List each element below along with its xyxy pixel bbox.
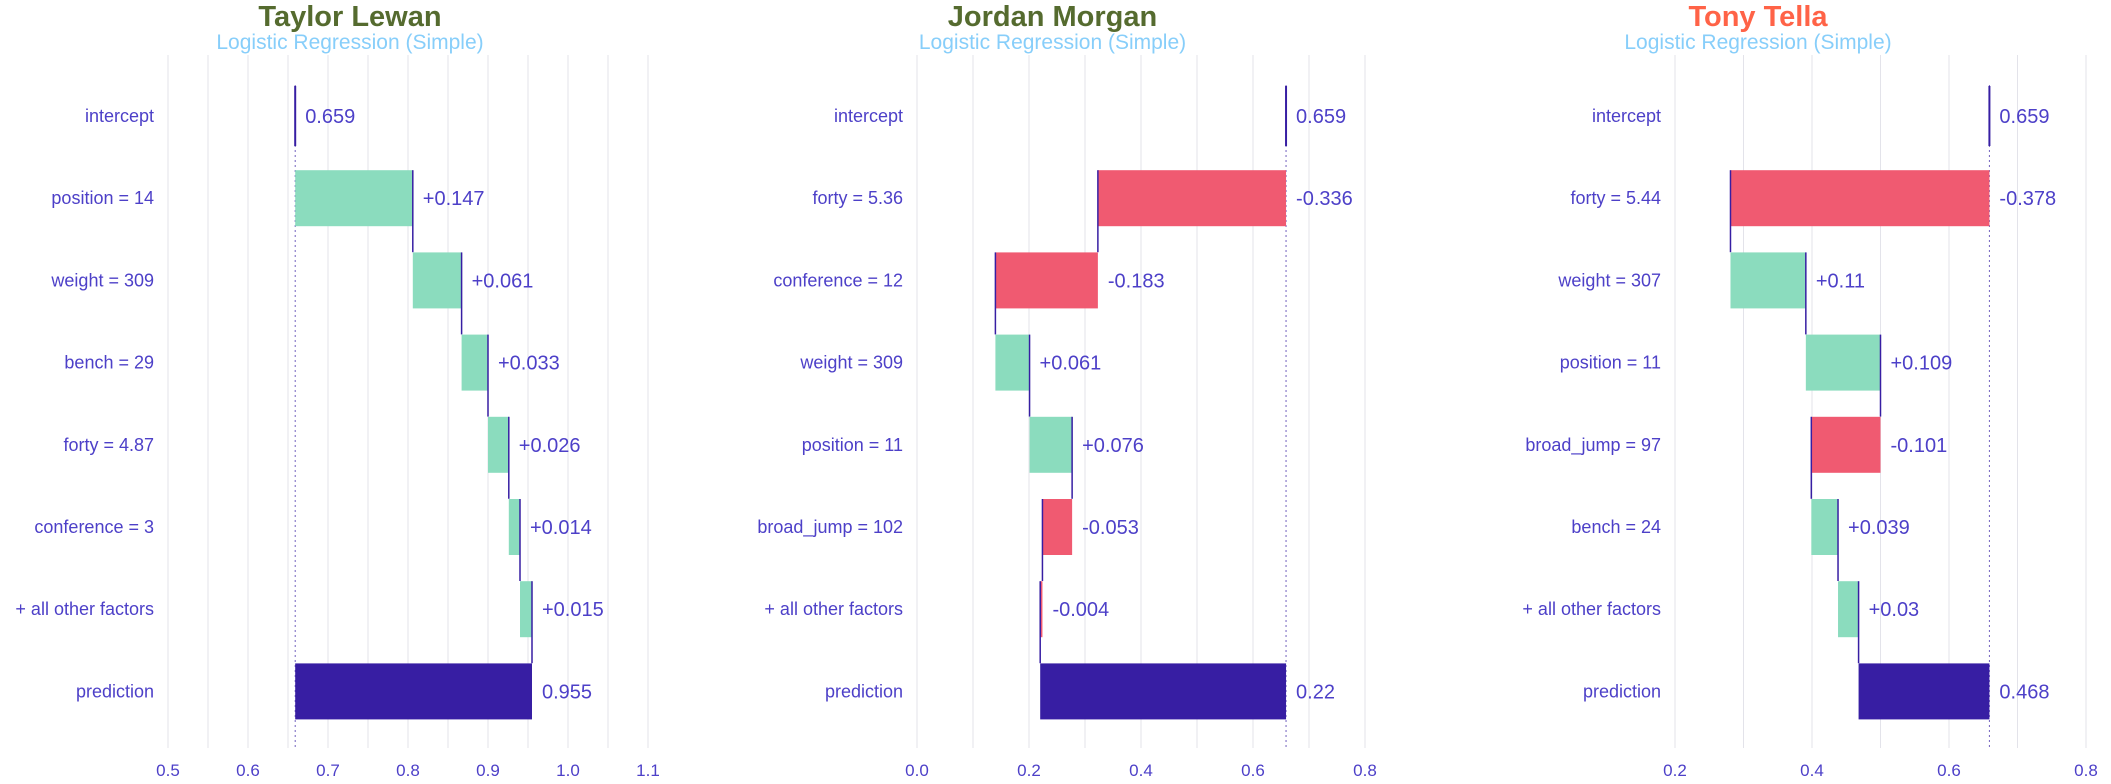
row-label: prediction (825, 681, 903, 701)
row-label: broad_jump = 97 (1525, 435, 1661, 456)
prediction-bar (1040, 663, 1287, 720)
chart-title: Taylor Lewan (258, 1, 442, 33)
value-label: +0.03 (1869, 599, 1920, 621)
contribution-bar (488, 416, 509, 473)
contribution-bar (520, 581, 532, 638)
value-label: +0.033 (498, 353, 560, 375)
x-tick-label: 0.4 (1800, 761, 1824, 780)
x-tick-label: 0.8 (396, 761, 420, 780)
x-tick-label: 0.9 (476, 761, 500, 780)
waterfall-plot-2: 0.0 0.2 0.4 0.6 0.8 intercept 0.659 forty = 5.3… (757, 55, 1377, 780)
row-label: position = 11 (802, 435, 903, 455)
value-label: +0.026 (519, 435, 581, 457)
row-label: conference = 3 (34, 517, 154, 537)
row-label: forty = 4.87 (63, 435, 154, 455)
row-label: + all other factors (15, 599, 154, 619)
value-label: -0.378 (1999, 188, 2056, 210)
chart-subtitle: Logistic Regression (Simple) (918, 31, 1187, 54)
value-label: +0.147 (423, 188, 485, 210)
x-tick-label: 0.8 (2074, 761, 2098, 780)
contribution-bar (1042, 499, 1073, 555)
waterfall-plot-3: 0.2 0.4 0.6 0.8 intercept 0.659 forty = 5.44 -0… (1522, 55, 2098, 780)
value-label: -0.053 (1082, 517, 1139, 539)
row-label: intercept (85, 106, 154, 126)
value-label: -0.004 (1052, 599, 1109, 621)
x-tick-label: 0.6 (236, 761, 260, 780)
row-label: prediction (1583, 681, 1661, 701)
chart-title: Jordan Morgan (947, 1, 1158, 33)
contribution-bar (295, 170, 413, 227)
value-label: 0.955 (542, 681, 592, 703)
chart-subtitle: Logistic Regression (Simple) (216, 31, 484, 54)
row-label: bench = 24 (1571, 517, 1661, 537)
x-tick-label: 0.4 (1129, 761, 1153, 780)
value-label: -0.101 (1891, 435, 1948, 457)
value-label: 0.659 (1999, 106, 2049, 128)
contribution-bar (995, 252, 1098, 309)
chart-subtitle: Logistic Regression (Simple) (1624, 31, 1892, 54)
row-label: position = 14 (51, 188, 154, 208)
x-tick-label: 0.2 (1663, 761, 1687, 780)
value-label: +0.109 (1891, 353, 1953, 375)
x-tick-label: 0.2 (1017, 761, 1041, 780)
value-label: +0.015 (542, 599, 604, 621)
row-label: intercept (1592, 106, 1661, 126)
value-label: -0.183 (1108, 270, 1165, 292)
row-label: forty = 5.36 (812, 188, 903, 208)
row-label: weight = 309 (799, 353, 903, 373)
x-tick-label: 0.8 (1353, 761, 1377, 780)
contribution-bar (1838, 581, 1859, 638)
row-label: weight = 307 (1557, 270, 1661, 290)
value-label: 0.22 (1296, 681, 1335, 703)
x-tick-label: 1.0 (556, 761, 580, 780)
contribution-bar (1730, 252, 1806, 309)
value-label: +0.076 (1082, 435, 1144, 457)
contribution-bar (995, 334, 1030, 391)
prediction-bar (295, 663, 532, 720)
x-tick-label: 0.0 (905, 761, 929, 780)
row-label: intercept (834, 106, 903, 126)
row-label: + all other factors (1522, 599, 1661, 619)
value-label: +0.039 (1848, 517, 1910, 539)
prediction-bar (1858, 663, 1990, 720)
waterfall-plot-1: 0.5 0.6 0.7 0.8 0.9 1.0 1.1 intercept 0.659 posit… (15, 55, 660, 780)
x-tick-label: 0.6 (1241, 761, 1265, 780)
value-label: +0.014 (530, 517, 592, 539)
contribution-bar (508, 499, 520, 555)
contribution-bar (1097, 170, 1287, 227)
value-label: +0.061 (1040, 353, 1102, 375)
chart-title: Tony Tella (1688, 1, 1828, 33)
row-label: + all other factors (764, 599, 903, 619)
contribution-bar (1040, 581, 1043, 638)
x-tick-label: 0.6 (1937, 761, 1961, 780)
x-tick-label: 1.1 (636, 761, 660, 780)
value-label: 0.659 (1296, 106, 1346, 128)
chart-panel-1: Taylor Lewan Logistic Regression (Simple… (0, 0, 700, 784)
row-label: conference = 12 (773, 270, 903, 290)
chart-panel-2: Jordan Morgan Logistic Regression (Simpl… (700, 0, 1405, 784)
value-label: -0.336 (1296, 188, 1353, 210)
value-label: 0.468 (1999, 681, 2049, 703)
row-label: bench = 29 (64, 353, 154, 373)
row-label: broad_jump = 102 (757, 517, 903, 538)
value-label: +0.11 (1816, 270, 1865, 292)
contribution-bar (1029, 416, 1073, 473)
contribution-bar (1811, 416, 1881, 473)
chart-panel-3: Tony Tella Logistic Regression (Simple) … (1405, 0, 2111, 784)
contribution-bar (1811, 499, 1839, 555)
value-label: +0.061 (472, 270, 534, 292)
contribution-bar (461, 334, 488, 391)
row-label: prediction (76, 681, 154, 701)
row-label: position = 11 (1560, 353, 1661, 373)
x-tick-label: 0.7 (316, 761, 340, 780)
x-tick-label: 0.5 (156, 761, 180, 780)
value-label: 0.659 (305, 106, 355, 128)
row-label: weight = 309 (50, 270, 154, 290)
contribution-bar (1805, 334, 1881, 391)
row-label: forty = 5.44 (1570, 188, 1661, 208)
contribution-bar (1730, 170, 1990, 227)
contribution-bar (412, 252, 462, 309)
